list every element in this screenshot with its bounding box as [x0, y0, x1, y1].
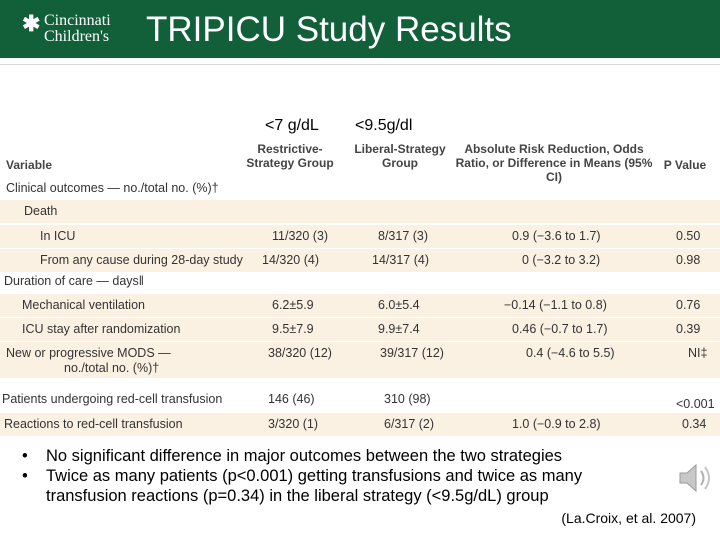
- cell-liberal: 6.0±5.4: [378, 298, 420, 312]
- cell-restrictive: 3/320 (1): [268, 417, 319, 431]
- cell-p-value: 0.39: [676, 322, 701, 336]
- row-label: Mechanical ventilation: [22, 298, 145, 312]
- row-label: ICU stay after randomization: [22, 322, 181, 336]
- cell-difference: 0.9 (−3.6 to 1.7): [512, 229, 601, 243]
- citation: (La.Croix, et al. 2007): [561, 510, 696, 526]
- row-label: Clinical outcomes — no./total no. (%)†: [6, 181, 219, 195]
- bullet-item: • No significant difference in major outc…: [22, 446, 702, 466]
- table-row: Clinical outcomes — no./total no. (%)†: [0, 177, 720, 200]
- cell-difference: 0.4 (−4.6 to 5.5): [526, 346, 615, 360]
- bullet-text: No significant difference in major outco…: [46, 447, 563, 465]
- table-row: ICU stay after randomization 9.5±7.9 9.9…: [0, 318, 720, 341]
- cell-liberal: 14/317 (4): [372, 253, 429, 267]
- cell-restrictive: 146 (46): [268, 392, 315, 406]
- cell-difference: −0.14 (−1.1 to 0.8): [504, 298, 607, 312]
- row-label: Reactions to red-cell transfusion: [4, 417, 183, 431]
- cincinnati-childrens-logo: ✱ Cincinnati Children's: [22, 9, 132, 49]
- header-p-value: P Value: [663, 158, 707, 172]
- bullet-list: • No significant difference in major outc…: [22, 446, 702, 506]
- row-label: New or progressive MODS —: [6, 346, 171, 360]
- logo-line-2: Children's: [44, 28, 110, 45]
- header-divider: [0, 64, 720, 65]
- cell-liberal: 9.9±7.4: [378, 322, 420, 336]
- bullet-dot-icon: •: [22, 447, 28, 465]
- logo-mark-icon: ✱: [22, 11, 41, 36]
- speaker-icon[interactable]: [674, 458, 714, 498]
- title-bar: ✱ Cincinnati Children's TRIPICU Study Re…: [0, 0, 720, 58]
- table-row: New or progressive MODS — no./total no. …: [0, 342, 720, 378]
- cell-p-value: NI‡: [688, 346, 708, 360]
- logo-line-1: Cincinnati: [44, 12, 111, 29]
- table-row: Patients undergoing red-cell transfusion…: [0, 388, 720, 411]
- cell-p-value: 0.50: [676, 229, 701, 243]
- restrictive-threshold-label: <7 g/dL: [265, 117, 319, 134]
- row-label: In ICU: [40, 229, 76, 243]
- cell-liberal: 6/317 (2): [384, 417, 435, 431]
- table-row: Duration of care — days‖: [0, 270, 720, 293]
- row-label-continued: no./total no. (%)†: [64, 361, 160, 375]
- table-row: Reactions to red-cell transfusion 3/320 …: [0, 413, 720, 436]
- bullet-text: Twice as many patients (p<0.001) getting…: [46, 467, 583, 505]
- row-label: Patients undergoing red-cell transfusion: [2, 392, 223, 406]
- row-label: Death: [24, 204, 58, 218]
- cell-difference: 0.46 (−0.7 to 1.7): [512, 322, 608, 336]
- cell-restrictive: 11/320 (3): [272, 229, 329, 243]
- row-label: Duration of care — days‖: [4, 274, 144, 288]
- cell-restrictive: 14/320 (4): [262, 253, 319, 267]
- header-difference: Absolute Risk Reduction, Odds Ratio, or …: [455, 142, 653, 184]
- cell-p-value: 0.98: [676, 253, 701, 267]
- cell-difference: 1.0 (−0.9 to 2.8): [512, 417, 601, 431]
- liberal-threshold-label: <9.5g/dl: [355, 117, 413, 134]
- slide-title: TRIPICU Study Results: [146, 10, 512, 49]
- cell-liberal: 310 (98): [384, 392, 431, 406]
- cell-difference: 0 (−3.2 to 3.2): [522, 253, 601, 267]
- bullet-item: • Twice as many patients (p<0.001) gettin…: [22, 466, 666, 506]
- cell-p-value: 0.76: [676, 298, 701, 312]
- table-row: In ICU 11/320 (3) 8/317 (3) 0.9 (−3.6 to…: [0, 225, 720, 248]
- bullet-dot-icon: •: [22, 467, 28, 485]
- row-label: From any cause during 28-day study: [40, 253, 243, 267]
- cell-restrictive: 9.5±7.9: [272, 322, 314, 336]
- cell-restrictive: 6.2±5.9: [272, 298, 314, 312]
- cell-liberal: 39/317 (12): [380, 346, 444, 360]
- table-row: From any cause during 28-day study 14/32…: [0, 249, 720, 272]
- cell-restrictive: 38/320 (12): [268, 346, 332, 360]
- header-restrictive: Restrictive-Strategy Group: [246, 142, 334, 170]
- table-row: Mechanical ventilation 6.2±5.9 6.0±5.4 −…: [0, 294, 720, 317]
- cell-p-value: <0.001: [676, 397, 715, 411]
- cell-liberal: 8/317 (3): [378, 229, 429, 243]
- header-variable: Variable: [6, 158, 53, 172]
- cell-p-value: 0.34: [682, 417, 707, 431]
- table-row: Death: [0, 200, 720, 223]
- header-liberal: Liberal-Strategy Group: [354, 142, 446, 170]
